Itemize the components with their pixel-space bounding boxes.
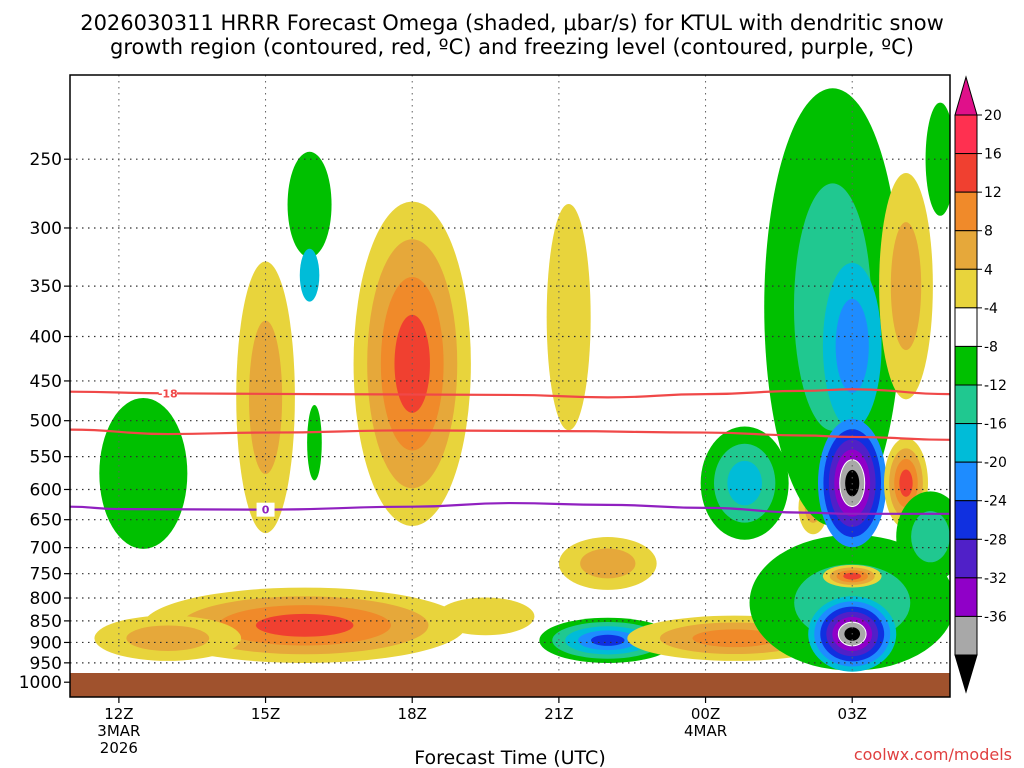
y-tick-label-750: 750 (30, 565, 62, 585)
y-tick-label-850: 850 (30, 612, 62, 632)
colorbar-label-3: 8 (984, 224, 993, 240)
omega-shaded-fields (94, 88, 950, 672)
colorbar-label-4: 4 (984, 262, 993, 278)
omega-region-3-level--4 (307, 404, 322, 481)
colorbar-label-6: -8 (984, 339, 998, 355)
omega-region-0-level--4 (99, 397, 188, 549)
colorbar-label-12: -32 (984, 571, 1007, 587)
omega-region-2-level--12 (299, 248, 320, 302)
omega-region-11-level--20 (590, 634, 625, 646)
dgz-top-label-bg (158, 386, 177, 401)
y-tick-label-700: 700 (30, 539, 62, 559)
y-tick-label-900: 900 (30, 633, 62, 653)
colorbar-label-5: -4 (984, 301, 998, 317)
chart-title-line-2: growth region (contoured, red, ºC) and f… (110, 35, 914, 59)
colorbar-label-8: -16 (984, 417, 1007, 433)
colorbar-bin-10 (954, 500, 978, 540)
freezing-level-label: 0 (262, 504, 270, 517)
colorbar-bottom-arrow (954, 654, 978, 694)
colorbar-label-2: 12 (984, 185, 1002, 201)
colorbar-label-7: -12 (984, 378, 1007, 394)
y-tick-label-350: 350 (30, 277, 62, 297)
y-tick-label-550: 550 (30, 448, 62, 468)
y-tick-label-300: 300 (30, 219, 62, 239)
colorbar-label-10: -24 (984, 494, 1007, 510)
omega-region-10-level-8 (580, 548, 636, 579)
x-tick-label-15Z: 15Z (251, 705, 280, 723)
omega-region-6-level-4 (546, 203, 591, 431)
omega-region-23-level--4 (925, 102, 950, 216)
chart-title-line-1: 2026030311 HRRR Forecast Omega (shaded, … (80, 11, 944, 35)
y-tick-label-500: 500 (30, 412, 62, 432)
y-tick-label-450: 450 (30, 372, 62, 392)
colorbar-bin-0 (954, 114, 978, 155)
y-tick-label-250: 250 (30, 150, 62, 170)
freezing-level-contour (70, 501, 950, 515)
omega-region-1-level--4 (287, 151, 332, 258)
colorbar-bin-11 (954, 538, 978, 579)
x-tick-label-03Z: 03Z (838, 705, 867, 723)
dgz-top-contour (70, 388, 950, 399)
colorbar-bin-7 (954, 384, 978, 425)
x-axis-title: Forecast Time (UTC) (414, 747, 605, 768)
colorbar-bin-4 (954, 268, 978, 309)
colorbar-label-11: -28 (984, 532, 1007, 548)
colorbar: 20 16 12 8 4 -4 -8 -12 -16 -20 -24 -28 -32 -36 (954, 75, 1007, 694)
ground-bar (70, 673, 950, 697)
y-tick-label-1000: 1000 (19, 673, 62, 693)
colorbar-label-13: -36 (984, 609, 1007, 625)
plot-frame (69, 74, 951, 698)
colorbar-bin-5 (954, 307, 978, 347)
dgz-bottom-contour (70, 428, 950, 441)
colorbar-bin-6 (954, 345, 978, 386)
watermark: coolwx.com/models (854, 745, 1012, 764)
omega-region-12-level-12 (692, 629, 778, 648)
x-tick-year-label-12Z: 2026 (100, 739, 138, 757)
y-tick-label-650: 650 (30, 511, 62, 531)
colorbar-bin-3 (954, 230, 978, 270)
x-tick-label-21Z: 21Z (544, 705, 573, 723)
y-tick-label-950: 950 (30, 654, 62, 674)
omega-region-24-level--8 (911, 511, 950, 563)
y-tick-label-800: 800 (30, 589, 62, 609)
dgz-top-label: -18 (158, 387, 178, 400)
freezing-level-label-bg (256, 502, 275, 517)
omega-region-17-level-16 (843, 572, 862, 580)
colorbar-bin-2 (954, 191, 978, 232)
colorbar-label-9: -20 (984, 455, 1007, 471)
omega-region-8-level-8 (126, 625, 210, 652)
x-tick-label-00Z: 00Z (691, 705, 720, 723)
colorbar-bin-8 (954, 423, 978, 463)
colorbar-label-0: 20 (984, 108, 1002, 124)
colorbar-bin-12 (954, 577, 978, 617)
contour-lines: -18 0 (70, 386, 950, 517)
y-tick-label-600: 600 (30, 480, 62, 500)
omega-region-9-level-4 (436, 597, 535, 636)
x-tick-label-12Z: 12Z (104, 705, 133, 723)
x-tick-label-18Z: 18Z (398, 705, 427, 723)
omega-region-7-level-16 (255, 613, 354, 637)
colorbar-bin-13 (954, 615, 978, 656)
x-tick-sublabel-12Z: 3MAR (97, 722, 140, 740)
colorbar-top-arrow (954, 75, 978, 116)
y-axis: 2503003504004505005506006507007508008509… (19, 150, 70, 693)
omega-region-4-level-8 (248, 320, 283, 475)
y-tick-label-400: 400 (30, 328, 62, 348)
x-tick-sublabel-00Z: 4MAR (684, 722, 727, 740)
omega-region-13-level--12 (727, 460, 763, 506)
omega-region-21-level-8 (890, 222, 922, 351)
colorbar-label-1: 16 (984, 147, 1002, 163)
colorbar-bin-9 (954, 461, 978, 502)
omega-region-22-level-16 (899, 469, 913, 497)
colorbar-bin-1 (954, 153, 978, 193)
